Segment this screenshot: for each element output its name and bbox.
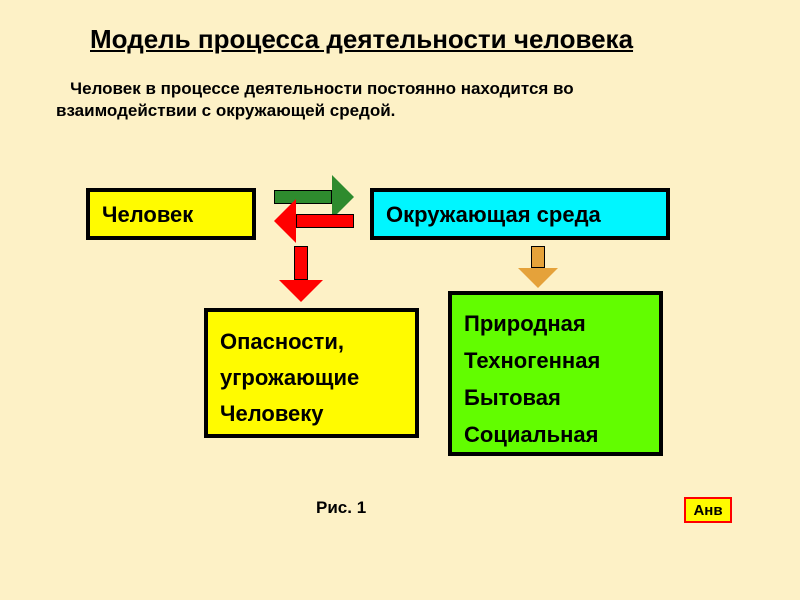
box-human: Человек: [86, 188, 256, 240]
box-types-line-3: Социальная: [464, 416, 659, 453]
box-dangers-line-1: угрожающие: [220, 360, 415, 396]
box-dangers: Опасности, угрожающие Человеку: [204, 308, 419, 438]
corner-badge-label: Анв: [693, 502, 722, 519]
box-types-line-0: Природная: [464, 305, 659, 342]
box-types-line-1: Техногенная: [464, 342, 659, 379]
box-types-line-2: Бытовая: [464, 379, 659, 416]
box-dangers-line-0: Опасности,: [220, 324, 415, 360]
diagram-canvas: Модель процесса деятельности человека Че…: [0, 0, 800, 600]
corner-badge: Анв: [684, 497, 732, 523]
diagram-title: Модель процесса деятельности человека: [90, 24, 633, 55]
box-environment-types: Природная Техногенная Бытовая Социальная: [448, 291, 663, 456]
box-human-label: Человек: [102, 202, 193, 227]
box-environment: Окружающая среда: [370, 188, 670, 240]
figure-label: Рис. 1: [316, 498, 366, 518]
box-environment-label: Окружающая среда: [386, 202, 601, 227]
box-dangers-line-2: Человеку: [220, 396, 415, 432]
diagram-subtitle: Человек в процессе деятельности постоянн…: [56, 78, 696, 122]
